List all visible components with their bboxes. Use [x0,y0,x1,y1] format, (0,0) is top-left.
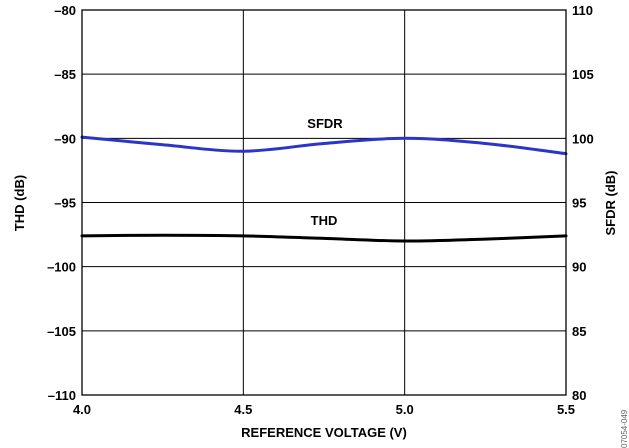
y-tick-label-right: 100 [572,131,594,146]
plot-frame [81,9,567,396]
y-tick-label-right: 95 [572,196,586,211]
y-tick-label-right: 110 [572,3,593,18]
y-tick-label-right: 85 [572,324,586,339]
y-tick-label-left: –105 [47,324,76,339]
figure-code: 07054-049 [620,409,629,448]
x-axis-title: REFERENCE VOLTAGE (V) [241,425,407,440]
y-tick-label-left: –100 [47,260,76,275]
data-series [80,135,568,243]
y-axis-title-right: SFDR (dB) [603,171,618,236]
y-axis-title-left: THD (dB) [12,175,27,231]
grid-lines [82,10,566,395]
series-line-thd [80,233,568,243]
y-tick-label-left: –110 [48,388,76,403]
y-tick-label-left: –90 [54,131,76,146]
series-label-thd: THD [311,213,338,228]
x-tick-label: 4.5 [234,402,252,417]
series-line-sfdr [80,135,568,156]
y-tick-label-left: –95 [54,196,76,211]
y-tick-label-left: –85 [54,67,76,82]
y-tick-label-right: 105 [572,67,594,82]
y-tick-label-right: 90 [572,260,586,275]
x-tick-label: 4.0 [73,402,91,417]
y-tick-label-left: –80 [54,3,76,18]
axis-ticks: 4.0 4.5 5.0 5.5 –80 –85 –90 –95 –100 –105 –110 110 1… [47,3,594,417]
series-label-sfdr: SFDR [307,116,343,131]
y-tick-label-right: 80 [572,388,586,403]
x-tick-label: 5.5 [557,402,575,417]
x-tick-label: 5.0 [396,402,414,417]
